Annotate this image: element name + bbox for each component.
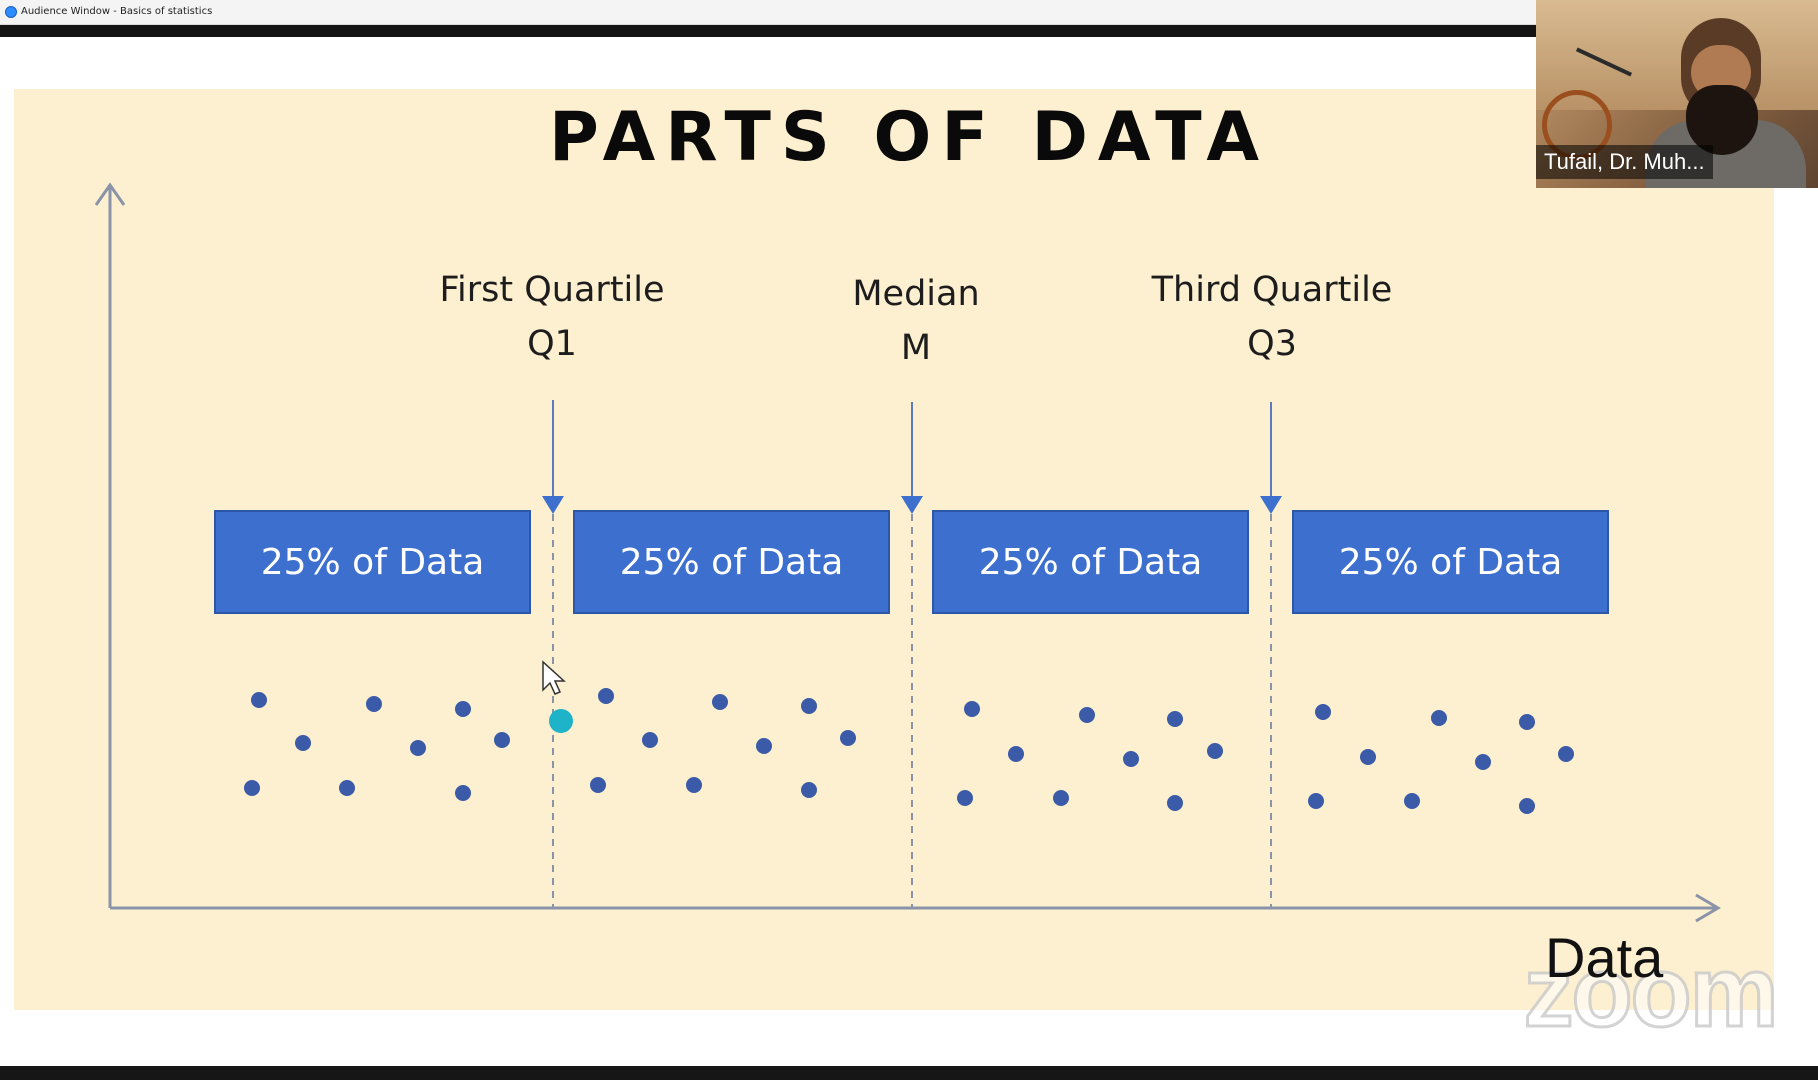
first-quartile-symbol: Q1 [527, 324, 577, 364]
first-quartile-name: First Quartile [439, 270, 665, 310]
data-dot [642, 732, 658, 748]
data-dot [455, 785, 471, 801]
data-dot [598, 688, 614, 704]
x-axis-arrow-icon [1695, 893, 1721, 923]
data-dot [1207, 743, 1223, 759]
median-symbol: M [900, 328, 932, 368]
data-dot [244, 780, 260, 796]
data-dot [339, 780, 355, 796]
data-dot [455, 701, 471, 717]
data-dot [1167, 711, 1183, 727]
window-title-bar: Audience Window - Basics of statistics [0, 0, 1818, 25]
x-axis-label: Data [1545, 926, 1664, 989]
data-dot [1308, 793, 1324, 809]
data-dot [801, 782, 817, 798]
data-dot [840, 730, 856, 746]
quarter-box-1: 25% of Data [214, 510, 531, 614]
quarter-box-2: 25% of Data [573, 510, 890, 614]
data-dot [1475, 754, 1491, 770]
data-dot [1167, 795, 1183, 811]
data-dot [1008, 746, 1024, 762]
third-quartile-label: Third Quartile Q3 [1112, 263, 1432, 371]
data-dot [1079, 707, 1095, 723]
data-dot [686, 777, 702, 793]
data-dot [366, 696, 382, 712]
data-dot [756, 738, 772, 754]
participant-beard [1686, 85, 1758, 155]
bottom-letterbox-bar [0, 1066, 1818, 1080]
data-dot [1123, 751, 1139, 767]
participant-name-tag: Tufail, Dr. Muh... [1536, 145, 1713, 179]
third-quartile-name: Third Quartile [1151, 270, 1393, 310]
data-dot [712, 694, 728, 710]
q3-arrowhead-icon [1260, 496, 1282, 514]
q1-arrowhead-icon [542, 496, 564, 514]
data-dot [251, 692, 267, 708]
dots-group-1 [244, 692, 510, 801]
data-dot [801, 698, 817, 714]
participant-video-tile[interactable]: Tufail, Dr. Muh... [1536, 0, 1818, 188]
median-label: Median M [756, 267, 1076, 375]
data-dot [410, 740, 426, 756]
y-axis-arrow-icon [94, 182, 126, 206]
third-quartile-symbol: Q3 [1247, 324, 1297, 364]
data-dot [590, 777, 606, 793]
data-dot [1315, 704, 1331, 720]
quarter-box-3: 25% of Data [932, 510, 1249, 614]
first-quartile-label: First Quartile Q1 [392, 263, 712, 371]
data-dot [494, 732, 510, 748]
zoom-watermark: zoom [1522, 935, 1780, 1050]
mouse-pointer-icon [542, 660, 566, 695]
data-dot [1053, 790, 1069, 806]
data-dot [1431, 710, 1447, 726]
median-name: Median [852, 274, 980, 314]
zoom-app-icon [5, 6, 17, 18]
quarter-box-4: 25% of Data [1292, 510, 1609, 614]
highlighted-data-dot [549, 709, 573, 733]
dots-group-2 [590, 688, 856, 798]
data-dot [1558, 746, 1574, 762]
window-title: Audience Window - Basics of statistics [21, 6, 213, 17]
slide-title: PARTS OF DATA [548, 98, 1270, 177]
data-dot [1519, 798, 1535, 814]
data-dot [295, 735, 311, 751]
data-dot [1519, 714, 1535, 730]
dots-group-3 [957, 701, 1223, 811]
data-dot [1404, 793, 1420, 809]
data-dot [964, 701, 980, 717]
median-arrowhead-icon [901, 496, 923, 514]
data-dot [1360, 749, 1376, 765]
data-dot [957, 790, 973, 806]
top-letterbox-bar [0, 25, 1536, 37]
dots-group-4 [1308, 704, 1574, 814]
